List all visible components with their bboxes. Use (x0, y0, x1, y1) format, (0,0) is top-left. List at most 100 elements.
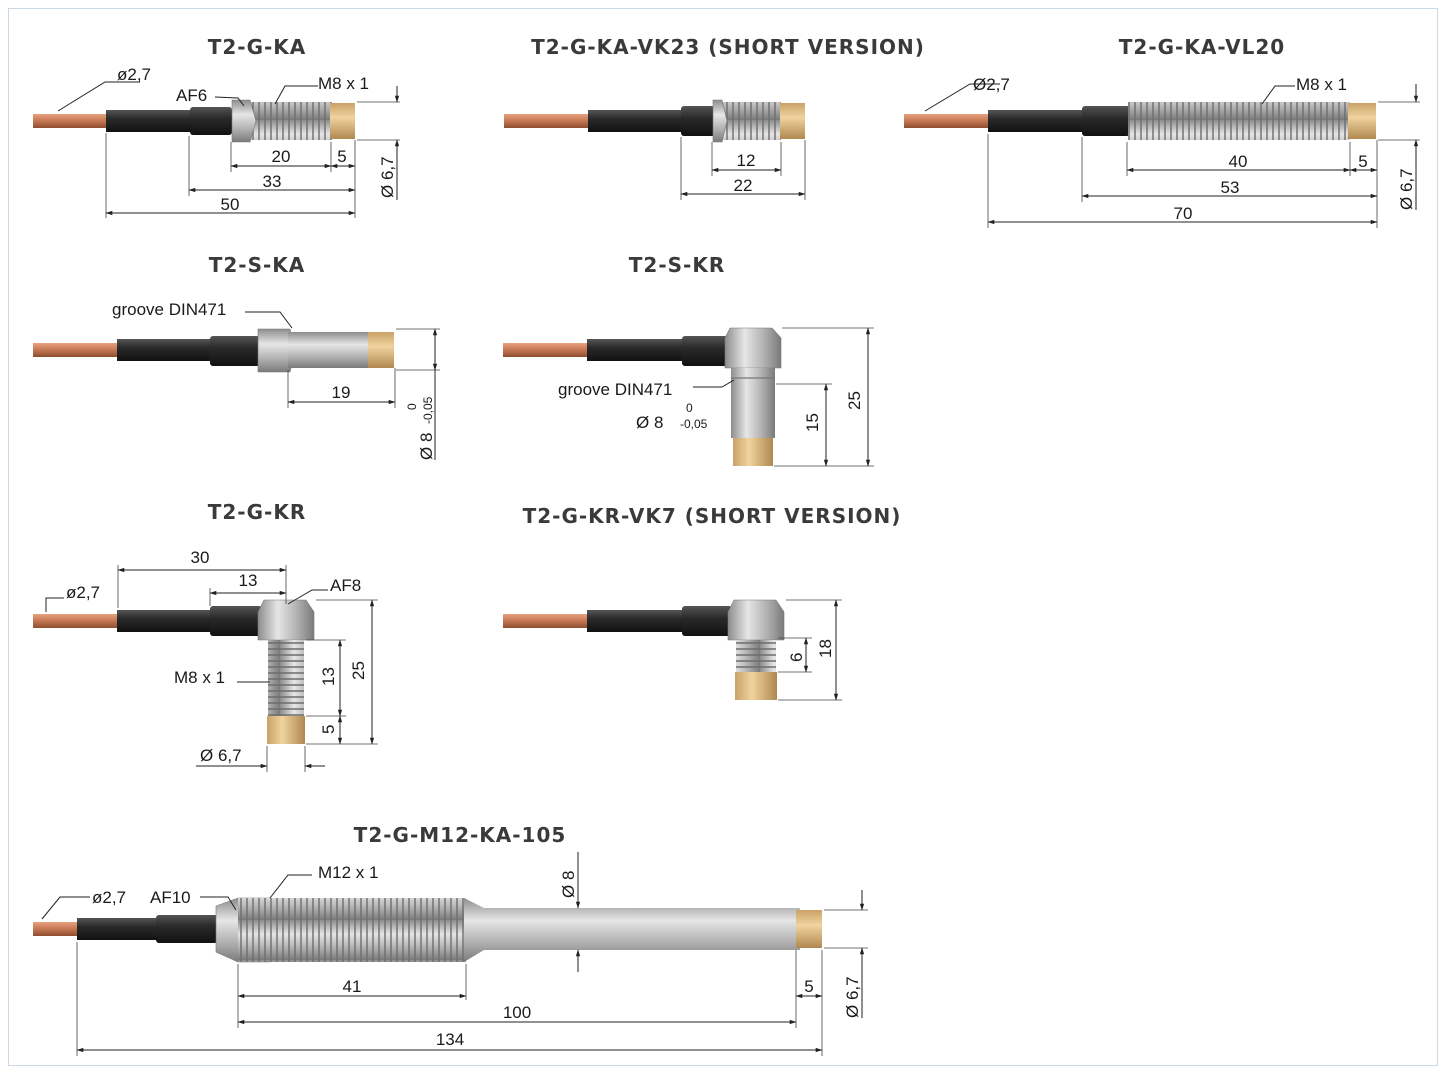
cable-jacket (587, 339, 685, 361)
dimension-label: 5 (337, 147, 346, 166)
elbow-head (727, 599, 785, 641)
diameter-label: Ø 8 (559, 871, 578, 898)
dimension-label: 15 (803, 413, 822, 432)
cable-sleeve (210, 606, 262, 636)
cable-sleeve (681, 106, 715, 136)
diameter-label: Ø 6,7 (378, 156, 397, 198)
elbow-head (257, 599, 315, 641)
taper-neck (464, 898, 800, 962)
dimension-label: 18 (816, 639, 835, 658)
part-t2-s-ka: T2-S-KA groove DIN471 19 Ø 8 0 -0,05 (33, 253, 440, 460)
cable-jacket (587, 610, 685, 632)
part-title: T2-G-KA-VL20 (1119, 35, 1285, 59)
across-flats-label: AF8 (330, 576, 361, 595)
brass-tip (330, 103, 355, 139)
copper-wire (503, 614, 593, 628)
part-t2-g-kr: T2-G-KR ø2,7 AF8 M8 x 1 30 13 13 5 25 (33, 500, 378, 772)
dimension-label: 70 (1174, 204, 1193, 223)
hex-nut (231, 99, 257, 143)
brass-tip (1348, 103, 1376, 139)
tolerance-lower-label: -0,05 (421, 396, 435, 424)
elbow-head (724, 327, 782, 369)
part-title: T2-G-KR (208, 500, 306, 524)
dimension-label: 100 (503, 1003, 531, 1022)
part-t2-s-kr: T2-S-KR groove DIN471 Ø 8 0 -0,05 15 25 (503, 253, 874, 467)
dimension-label: 19 (332, 383, 351, 402)
dimension-label: 134 (436, 1030, 464, 1049)
copper-wire (33, 114, 108, 128)
tolerance-upper-label: 0 (405, 403, 419, 410)
copper-wire (503, 343, 593, 357)
across-flats-label: AF6 (176, 86, 207, 105)
brass-tip (735, 672, 777, 700)
hex-nut (712, 99, 728, 143)
copper-wire (33, 614, 123, 628)
dimension-label: 5 (1358, 152, 1367, 171)
copper-wire (33, 922, 81, 936)
thread-label: M8 x 1 (318, 74, 369, 93)
cable-jacket (988, 110, 1086, 132)
groove-label: groove DIN471 (112, 300, 226, 319)
brass-tip (796, 910, 822, 948)
dimension-label: 6 (787, 653, 806, 662)
diameter-label: Ø 6,7 (1397, 168, 1416, 210)
diameter-label: Ø 8 (636, 413, 663, 432)
copper-wire (33, 343, 123, 357)
cable-sleeve (210, 336, 260, 366)
part-title: T2-G-KR-VK7 (SHORT VERSION) (523, 504, 902, 528)
brass-tip (368, 332, 394, 368)
dimension-label: 13 (319, 667, 338, 686)
tolerance-lower-label: -0,05 (680, 417, 708, 431)
sensor-body (288, 332, 370, 368)
thread-label: M8 x 1 (174, 668, 225, 687)
cable-diameter-label: ø2,7 (92, 888, 126, 907)
brass-tip (733, 438, 773, 466)
cable-jacket (117, 610, 213, 632)
part-t2-g-ka: T2-G-KA ø2,7 AF6 M8 x 1 20 5 33 50 Ø 6 (33, 35, 400, 218)
tolerance-upper-label: 0 (686, 401, 693, 415)
part-t2-g-ka-vl20: T2-G-KA-VL20 Ø2,7 M8 x 1 40 5 53 70 Ø 6,… (904, 35, 1420, 228)
across-flats-label: AF10 (150, 888, 191, 907)
dimension-label: 25 (349, 661, 368, 680)
part-title: T2-S-KA (209, 253, 306, 277)
dimension-label: 12 (737, 151, 756, 170)
dimension-label: 40 (1229, 152, 1248, 171)
thread-label: M12 x 1 (318, 863, 378, 882)
dimension-label: 20 (272, 147, 291, 166)
dimension-label: 50 (221, 195, 240, 214)
drawing-frame (8, 8, 1438, 1066)
brass-tip (267, 716, 305, 744)
thread-label: M8 x 1 (1296, 75, 1347, 94)
threaded-body (736, 640, 776, 672)
dimension-label: 53 (1221, 178, 1240, 197)
part-title: T2-G-KA-VK23 (SHORT VERSION) (531, 35, 925, 59)
cable-sleeve (1082, 106, 1130, 136)
part-title: T2-G-M12-KA-105 (354, 823, 567, 847)
diameter-label: Ø 8 (417, 433, 436, 460)
part-t2-g-m12-ka-105: T2-G-M12-KA-105 ø2,7 AF10 M12 x 1 Ø 8 41… (33, 823, 868, 1056)
cable-diameter-label: ø2,7 (117, 65, 151, 84)
threaded-body (268, 640, 304, 716)
part-title: T2-S-KR (629, 253, 725, 277)
cable-sleeve (156, 915, 218, 943)
cable-jacket (588, 110, 684, 132)
sensor-body (731, 368, 775, 438)
diameter-label: Ø 6,7 (200, 746, 242, 765)
dimension-label: 41 (343, 977, 362, 996)
cable-sleeve (190, 107, 232, 135)
part-title: T2-G-KA (208, 35, 307, 59)
brass-tip (780, 103, 805, 139)
groove-label: groove DIN471 (558, 380, 672, 399)
dimension-label: 22 (734, 176, 753, 195)
dimension-label: 25 (845, 391, 864, 410)
cable-jacket (106, 110, 194, 132)
cable-diameter-label: Ø2,7 (973, 75, 1010, 94)
part-t2-g-kr-vk7: T2-G-KR-VK7 (SHORT VERSION) 6 18 (503, 504, 902, 701)
part-t2-g-ka-vk23: T2-G-KA-VK23 (SHORT VERSION) 12 22 (504, 35, 925, 200)
dimension-label: 5 (319, 725, 338, 734)
copper-wire (904, 114, 994, 128)
dimension-label: 33 (263, 172, 282, 191)
threaded-body (238, 898, 466, 962)
cable-sleeve (682, 336, 728, 366)
